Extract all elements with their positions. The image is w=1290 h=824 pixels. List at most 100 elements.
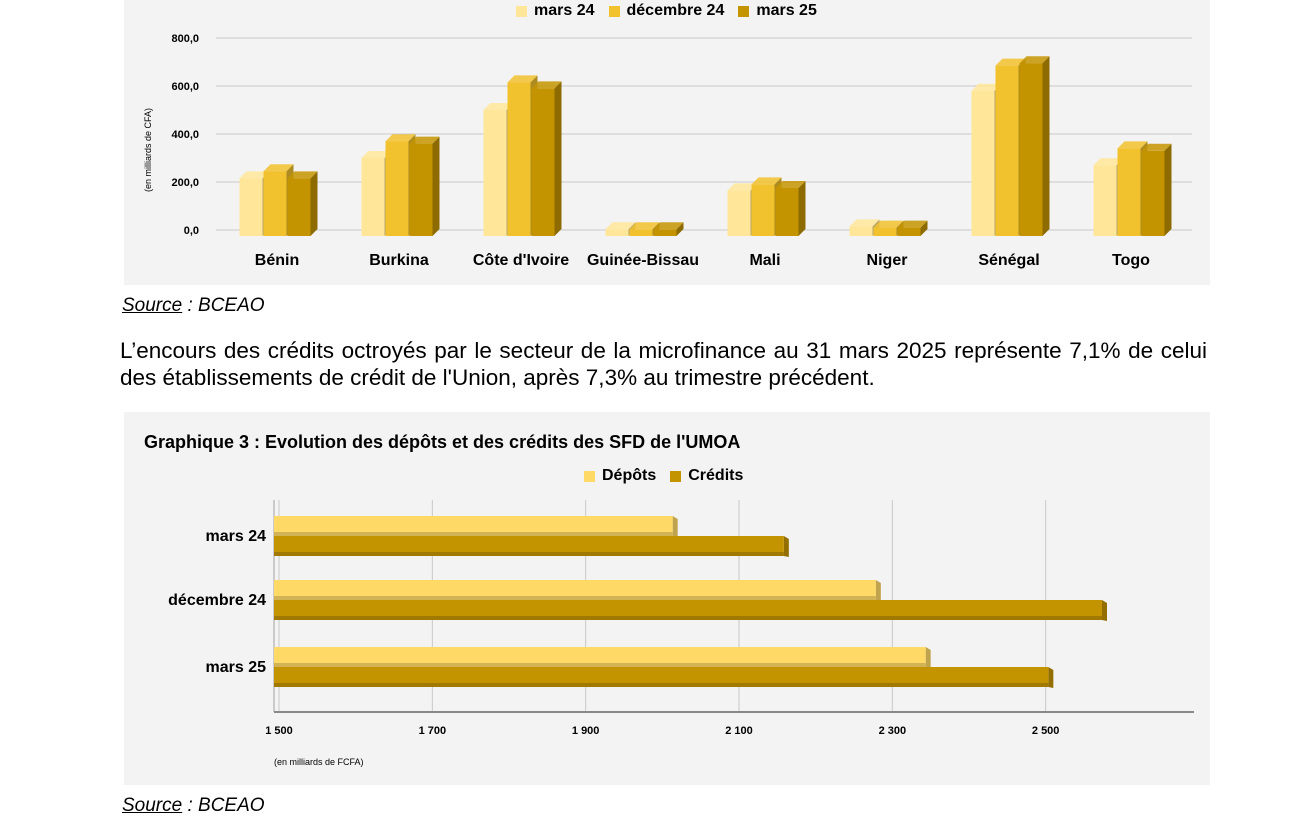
x-tick-label: 2 100 (725, 725, 753, 737)
legend-label: Dépôts (602, 467, 657, 484)
bar-top (409, 136, 440, 144)
y-axis-label: (en milliards de CFA) (143, 108, 153, 192)
legend-item: mars 24 (516, 2, 595, 20)
bar-side (1042, 56, 1050, 237)
bar-side (554, 81, 562, 237)
y-tick-label: 0,0 (184, 225, 199, 237)
legend-item: décembre 24 (608, 2, 724, 20)
bar-side (672, 516, 678, 537)
bar-top (1141, 143, 1172, 151)
x-axis-label: (en milliards de FCFA) (274, 757, 364, 767)
bar-top (751, 177, 782, 185)
chart1-panel: mars 24 décembre 24 mars 25 0,0 200,0 400,0 6… (124, 0, 1210, 285)
legend-label: Crédits (688, 467, 744, 484)
bar (239, 178, 263, 236)
bar-top (287, 171, 318, 179)
bar-side (1048, 667, 1054, 688)
bar (629, 229, 653, 236)
y-category-label: mars 25 (206, 659, 267, 676)
bar (873, 227, 897, 236)
bar (775, 188, 799, 236)
bar (1019, 63, 1043, 237)
bar (507, 82, 531, 237)
bar-top (531, 81, 562, 89)
legend-item: Crédits (670, 467, 743, 485)
bar-top (873, 220, 904, 228)
bar-side (925, 647, 931, 668)
legend-item: Dépôts (584, 467, 656, 485)
bar-shade (274, 596, 876, 600)
x-category-label: Côte d'Ivoire (473, 252, 569, 269)
y-category-label: mars 24 (206, 528, 267, 545)
legend-swatch (670, 470, 682, 482)
bar (1093, 165, 1117, 236)
legend-swatch (516, 5, 527, 17)
bar (751, 184, 775, 236)
bar (287, 178, 311, 236)
legend-label: mars 24 (534, 2, 595, 19)
chart1-legend: mars 24 décembre 24 mars 25 (516, 2, 831, 20)
body-paragraph: L’encours des crédits octroyés par le se… (120, 338, 1207, 390)
bar (263, 171, 287, 236)
chart2-legend: Dépôts Crédits (584, 467, 757, 485)
x-category-label: Sénégal (978, 252, 1039, 269)
bar (971, 90, 995, 236)
bar-side (1102, 600, 1107, 621)
bar (274, 647, 926, 667)
legend-item: mars 25 (738, 2, 817, 20)
source-value: : BCEAO (182, 295, 265, 316)
bar (385, 141, 409, 236)
bar (727, 190, 751, 236)
bar (274, 516, 673, 536)
bar-shade (274, 532, 673, 536)
x-category-label: Mali (749, 252, 780, 269)
bar (274, 667, 1049, 687)
y-tick-label: 800,0 (171, 33, 199, 45)
bar (274, 536, 784, 556)
bar (605, 229, 629, 236)
bar-shade (274, 552, 784, 556)
chart2-panel: Graphique 3 : Evolution des dépôts et de… (124, 412, 1210, 785)
bar-side (798, 181, 806, 236)
bar-top (605, 222, 636, 230)
bar-top (1093, 158, 1124, 166)
x-category-label: Bénin (255, 252, 299, 269)
y-tick-label: 600,0 (171, 81, 199, 93)
x-tick-label: 1 700 (419, 725, 447, 737)
bar (1141, 150, 1165, 236)
bar-top (971, 83, 1002, 91)
bar-top (849, 219, 880, 227)
bar (361, 158, 385, 236)
x-tick-label: 2 500 (1032, 725, 1060, 737)
bar-top (629, 222, 660, 230)
bar-side (875, 580, 881, 601)
bar-side (310, 171, 318, 236)
y-category-label: décembre 24 (168, 592, 266, 609)
bar (849, 226, 873, 236)
source-value: : BCEAO (182, 795, 265, 816)
bar-top (1117, 141, 1148, 149)
x-tick-label: 1 900 (572, 725, 600, 737)
bar-top (727, 183, 758, 191)
bar-shade (274, 683, 1049, 687)
x-category-label: Togo (1112, 252, 1150, 269)
x-tick-label: 2 300 (879, 725, 907, 737)
bar-top (1019, 56, 1050, 64)
bar (995, 65, 1019, 236)
bar-shade (274, 663, 926, 667)
bar-top (507, 75, 538, 83)
chart2-title: Graphique 3 : Evolution des dépôts et de… (144, 432, 741, 452)
source-label: Source (122, 795, 183, 816)
chart1-svg: 0,0 200,0 400,0 600,0 800,0 (en milliards de … (143, 33, 1192, 269)
bar-top (653, 222, 684, 230)
bar (483, 110, 507, 236)
bar-top (995, 58, 1026, 66)
bar (409, 143, 433, 236)
chart2-svg: 1 500 1 700 1 900 2 100 2 300 2 500 (en millia… (168, 500, 1194, 767)
bar-side (1164, 143, 1172, 236)
x-tick-label: 1 500 (265, 725, 293, 737)
bar-top (263, 164, 294, 172)
bar (274, 600, 1102, 620)
legend-swatch (608, 5, 620, 17)
bar-top (239, 171, 270, 179)
